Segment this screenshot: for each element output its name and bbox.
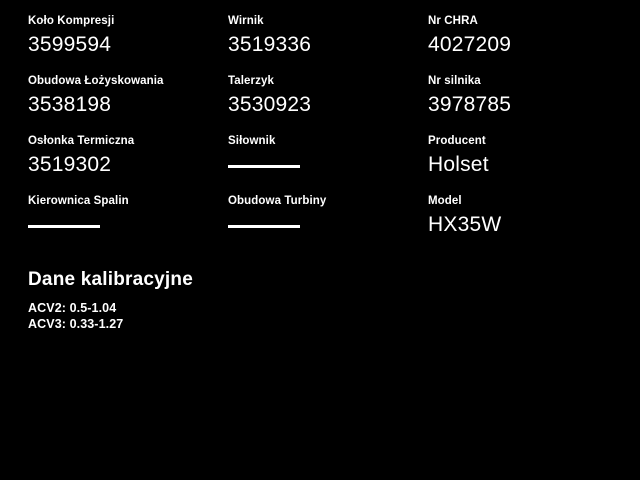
spec-label: Producent: [428, 135, 486, 147]
spec-value-empty: [228, 212, 428, 237]
spec-value: 3519336: [228, 33, 312, 56]
spec-field-talerzyk: Talerzyk 3530923: [228, 74, 428, 134]
spec-field-kolo-kompresji: Koło Kompresji 3599594: [28, 14, 228, 74]
spec-label: Wirnik: [228, 15, 264, 27]
spec-label: Model: [428, 195, 462, 207]
calibration-section: Dane kalibracyjne ACV2: 0.5-1.04 ACV3: 0…: [28, 268, 448, 332]
spec-label: Nr CHRA: [428, 15, 478, 27]
spec-label: Talerzyk: [228, 75, 274, 87]
spec-value: 3538198: [28, 93, 112, 116]
calibration-list: ACV2: 0.5-1.04 ACV3: 0.33-1.27: [28, 300, 448, 332]
spec-grid: Koło Kompresji 3599594 Wirnik 3519336 Nr…: [28, 14, 618, 254]
spec-field-obudowa-lozyskowania: Obudowa Łożyskowania 3538198: [28, 74, 228, 134]
spec-field-model: Model HX35W: [428, 194, 618, 254]
spec-value: 3978785: [428, 93, 512, 116]
spec-label: Nr silnika: [428, 75, 481, 87]
spec-label: Osłonka Termiczna: [28, 135, 135, 147]
spec-value: Holset: [428, 153, 489, 176]
spec-label: Obudowa Łożyskowania: [28, 75, 164, 87]
spec-label: Obudowa Turbiny: [228, 195, 327, 207]
spec-value: 3599594: [28, 33, 112, 56]
spec-field-nr-chra: Nr CHRA 4027209: [428, 14, 618, 74]
calibration-row: ACV3: 0.33-1.27: [28, 317, 124, 331]
spec-field-obudowa-turbiny: Obudowa Turbiny: [228, 194, 428, 254]
spec-value: 4027209: [428, 33, 512, 56]
spec-field-kierownica-spalin: Kierownica Spalin: [28, 194, 228, 254]
spec-value: 3519302: [28, 153, 112, 176]
spec-value: 3530923: [228, 93, 312, 116]
spec-value-empty: [28, 212, 228, 237]
spec-label: Kierownica Spalin: [28, 195, 129, 207]
spec-field-oslonka-termiczna: Osłonka Termiczna 3519302: [28, 134, 228, 194]
spec-label: Siłownik: [228, 135, 276, 147]
spec-label: Koło Kompresji: [28, 15, 115, 27]
spec-field-silownik: Siłownik: [228, 134, 428, 194]
calibration-row: ACV2: 0.5-1.04: [28, 301, 117, 315]
spec-value-empty: [228, 152, 428, 177]
calibration-title: Dane kalibracyjne: [28, 269, 193, 290]
spec-value: HX35W: [428, 213, 502, 236]
spec-field-wirnik: Wirnik 3519336: [228, 14, 428, 74]
spec-field-nr-silnika: Nr silnika 3978785: [428, 74, 618, 134]
spec-field-producent: Producent Holset: [428, 134, 618, 194]
